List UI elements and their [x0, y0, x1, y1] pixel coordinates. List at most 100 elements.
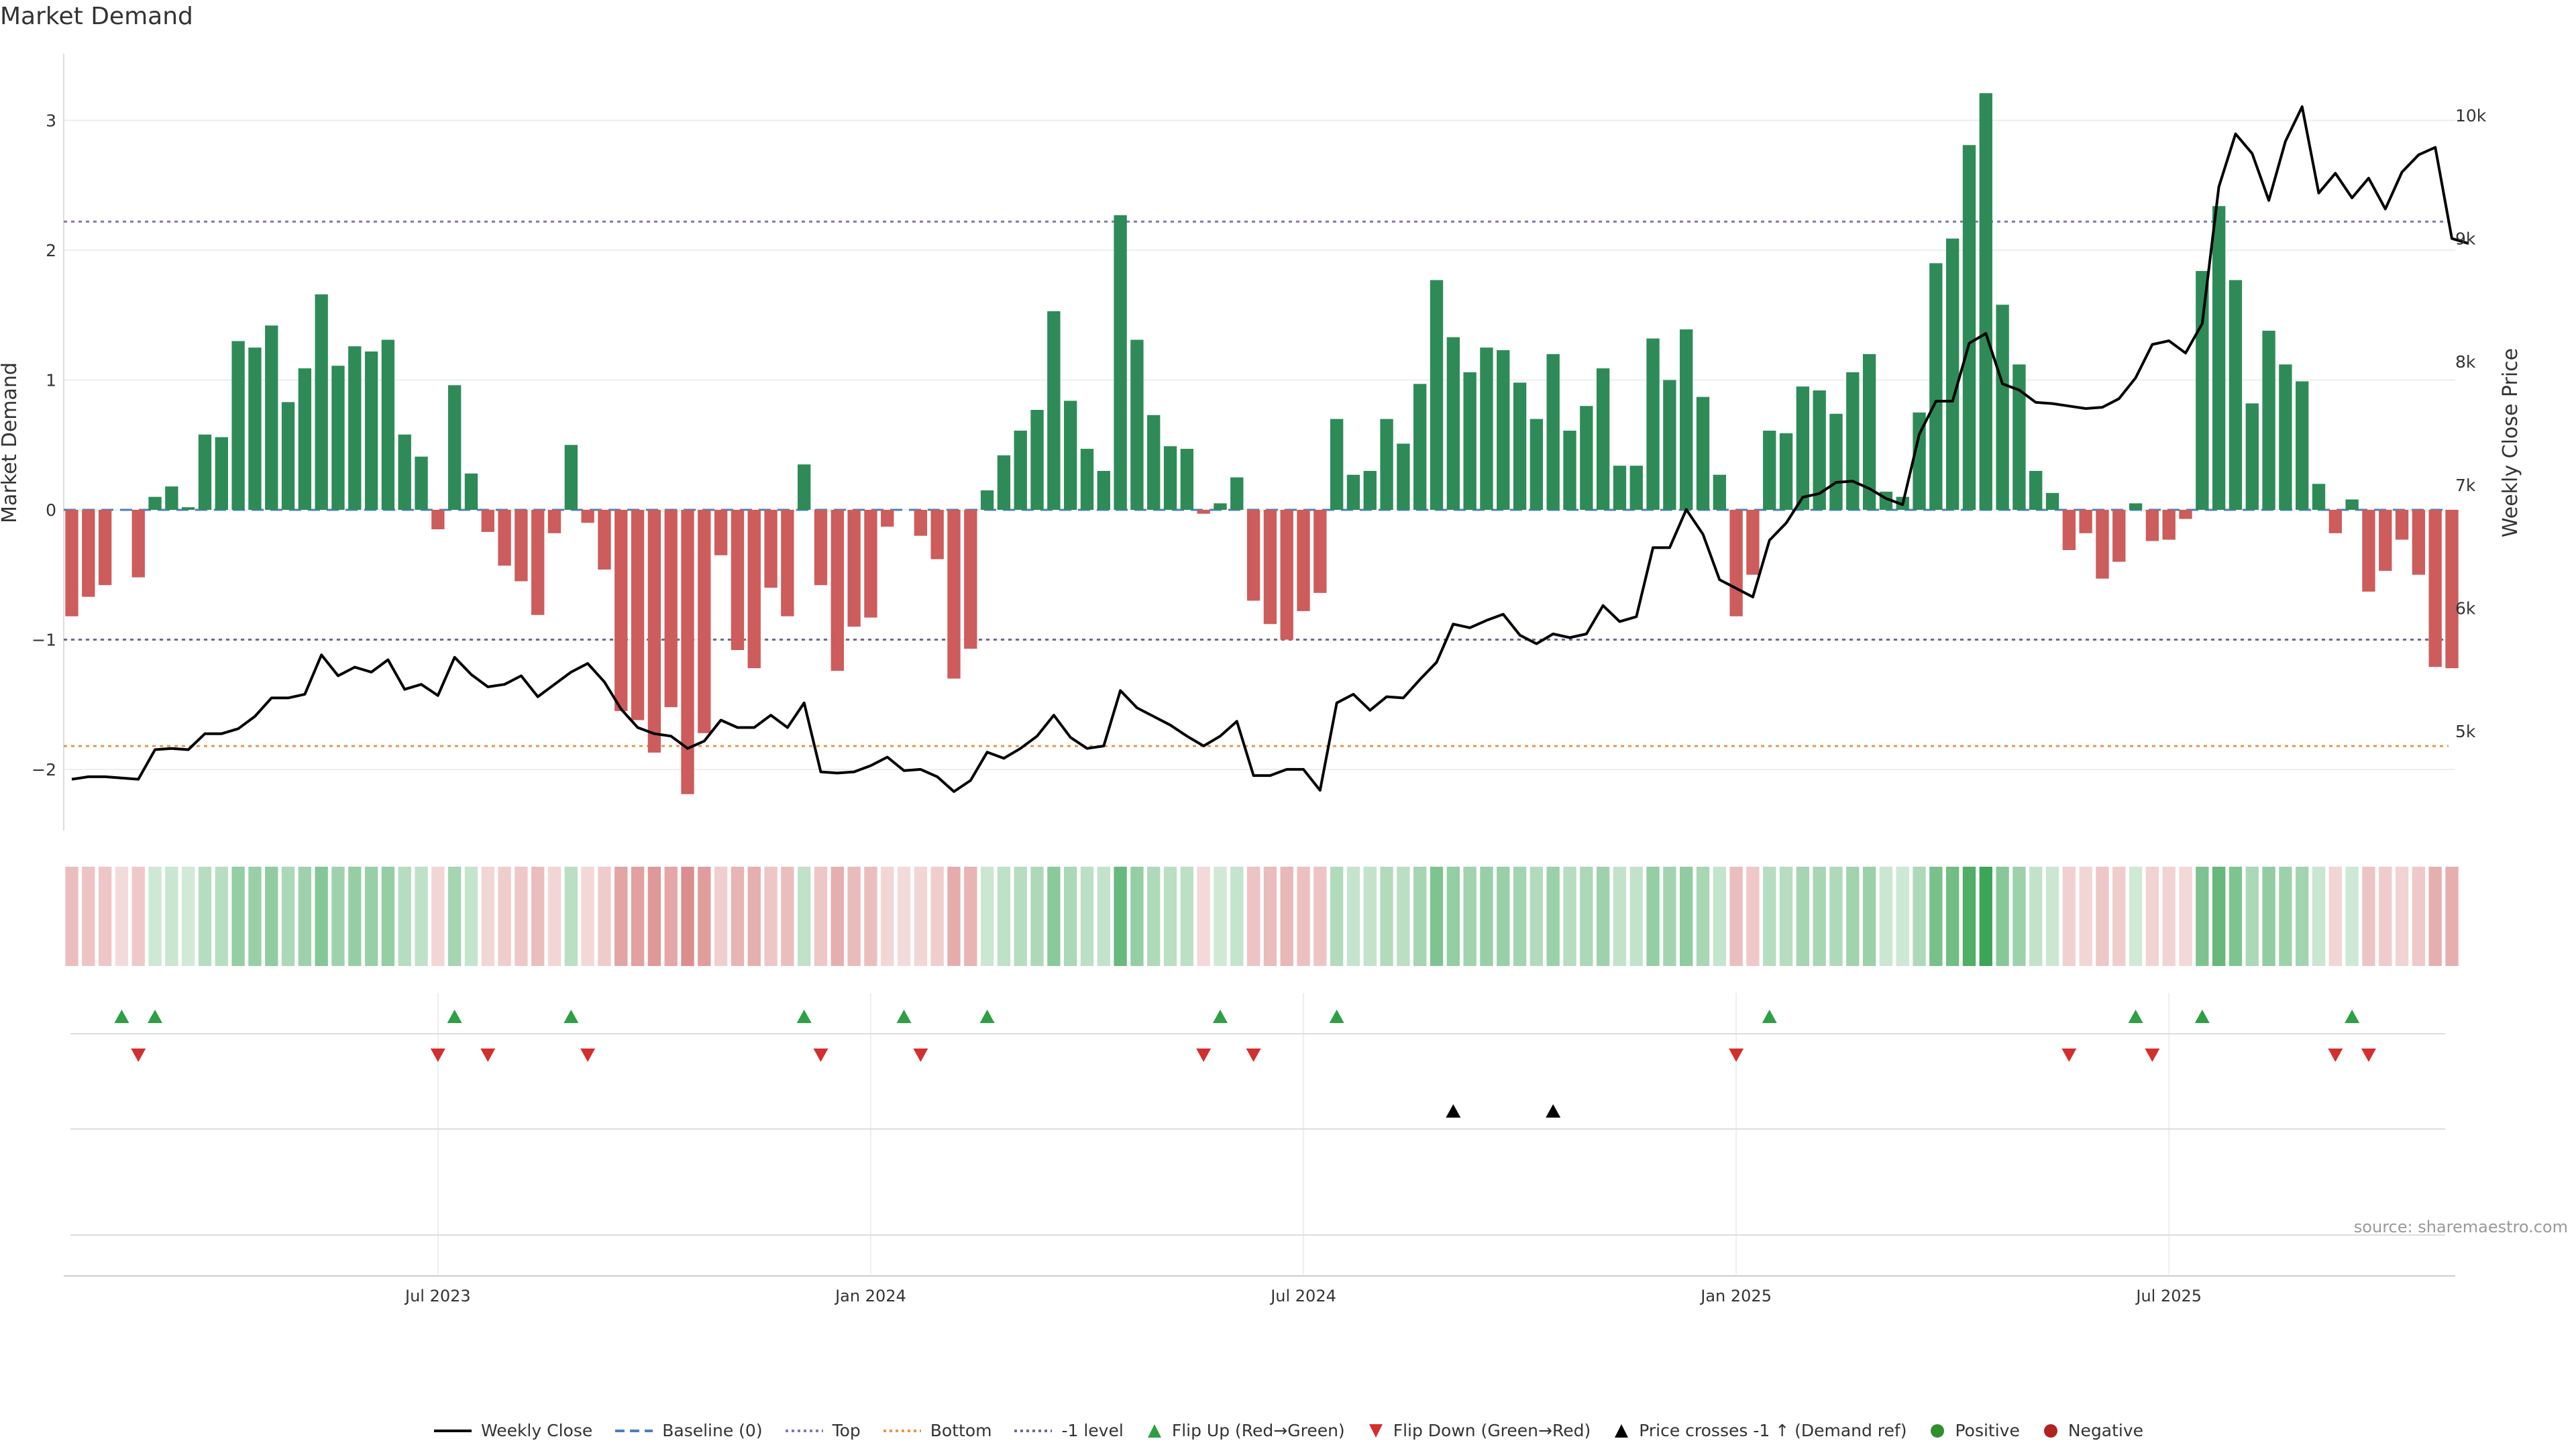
strip-cell [2096, 867, 2109, 966]
strip-cell [1380, 867, 1393, 966]
legend-triangle-up-swatch [1147, 1424, 1161, 1438]
flip-up-marker [447, 1010, 462, 1023]
demand-bar [1346, 474, 1360, 510]
demand-bar [2395, 510, 2409, 540]
strip-cell [1596, 867, 1610, 966]
strip-cell [914, 867, 928, 966]
demand-bar [1529, 419, 1544, 510]
demand-bar [2196, 270, 2209, 510]
demand-bar [1147, 415, 1161, 510]
demand-bar [1313, 510, 1327, 593]
demand-bar [2112, 510, 2126, 562]
demand-bar [2062, 510, 2076, 550]
strip-cell [1230, 867, 1244, 966]
demand-bar [1130, 339, 1144, 510]
legend-triangle-up-swatch [1615, 1424, 1629, 1438]
strip-cell [2296, 867, 2309, 966]
strip-cell [2145, 867, 2159, 966]
legend-label: Baseline (0) [662, 1421, 763, 1440]
strip-cell [2062, 867, 2076, 966]
strip-cell [897, 867, 911, 966]
demand-bar [515, 510, 528, 582]
demand-bar [281, 402, 295, 510]
legend-item: Flip Down (Green→Red) [1366, 1421, 1591, 1440]
demand-bar [1497, 350, 1510, 510]
strip-cell [1563, 867, 1576, 966]
legend-symbol [1931, 1424, 1945, 1438]
strip-cell [131, 867, 145, 966]
demand-bar [1114, 215, 1127, 510]
strip-cell [1962, 867, 1976, 966]
demand-bar [714, 510, 728, 555]
x-tick-label: Jul 2023 [404, 1287, 471, 1305]
demand-bar [980, 490, 994, 510]
legend-label: Negative [2068, 1421, 2144, 1440]
strip-cell [964, 867, 977, 966]
flip-down-marker [1246, 1049, 1261, 1062]
demand-bar [1180, 449, 1194, 510]
strip-cell [547, 867, 561, 966]
strip-cell [1163, 867, 1177, 966]
strip-cell [1729, 867, 1743, 966]
flip-up-marker [564, 1010, 579, 1023]
strip-cell [1313, 867, 1327, 966]
demand-bar [1097, 470, 1110, 510]
demand-bar [2162, 510, 2176, 540]
demand-bar [598, 510, 611, 570]
strip-cell [1663, 867, 1676, 966]
strip-cell [997, 867, 1011, 966]
strip-cell [1713, 867, 1726, 966]
strip-cell [1846, 867, 1860, 966]
demand-bar [398, 434, 411, 510]
strip-cell [1896, 867, 1909, 966]
demand-bar [798, 464, 811, 510]
demand-bar [1846, 372, 1860, 510]
demand-bar [381, 339, 395, 510]
legend-circle-swatch [1931, 1424, 1945, 1438]
demand-bar [2229, 280, 2243, 510]
y2-tick-label: 10k [2455, 106, 2487, 125]
strip-cell [1114, 867, 1127, 966]
strip-cell [598, 867, 611, 966]
demand-bar [2145, 510, 2159, 541]
strip-cell [1529, 867, 1544, 966]
x-tick-label: Jul 2025 [2135, 1287, 2202, 1305]
strip-cell [930, 867, 944, 966]
strip-cell [2445, 867, 2459, 966]
strip-cell [1197, 867, 1210, 966]
strip-cell [498, 867, 511, 966]
demand-bar [82, 510, 95, 597]
demand-bar [1413, 384, 1427, 510]
strip-cell [281, 867, 295, 966]
strip-cell [1829, 867, 1843, 966]
demand-bar [1080, 449, 1094, 510]
strip-cell [1546, 867, 1560, 966]
demand-bar [1929, 263, 1943, 510]
legend-item: Flip Up (Red→Green) [1145, 1421, 1345, 1440]
strip-cell [581, 867, 594, 966]
legend-symbol [1368, 1424, 1383, 1438]
demand-bar [1829, 413, 1843, 510]
demand-bar [1913, 412, 1926, 510]
demand-bar [1214, 503, 1227, 510]
strip-cell [1014, 867, 1027, 966]
legend-label: -1 level [1061, 1421, 1124, 1440]
demand-bar [698, 510, 711, 733]
strip-cell [781, 867, 794, 966]
demand-bar [1047, 311, 1061, 510]
demand-bar [198, 434, 212, 510]
strip-cell [148, 867, 162, 966]
flip-up-marker [796, 1010, 812, 1023]
demand-bar [1197, 510, 1210, 514]
legend-label: Weekly Close [480, 1421, 593, 1440]
chart-legend: Weekly Close Baseline (0) Top Bottom -1 leve… [0, 1421, 2576, 1440]
demand-bar [2345, 499, 2359, 510]
demand-bar [2312, 484, 2326, 510]
flip-down-marker [813, 1049, 828, 1062]
legend-symbol [615, 1429, 653, 1432]
strip-cell [198, 867, 212, 966]
strip-cell [82, 867, 95, 966]
strip-cell [698, 867, 711, 966]
strip-cell [731, 867, 745, 966]
demand-bar [1397, 443, 1410, 510]
